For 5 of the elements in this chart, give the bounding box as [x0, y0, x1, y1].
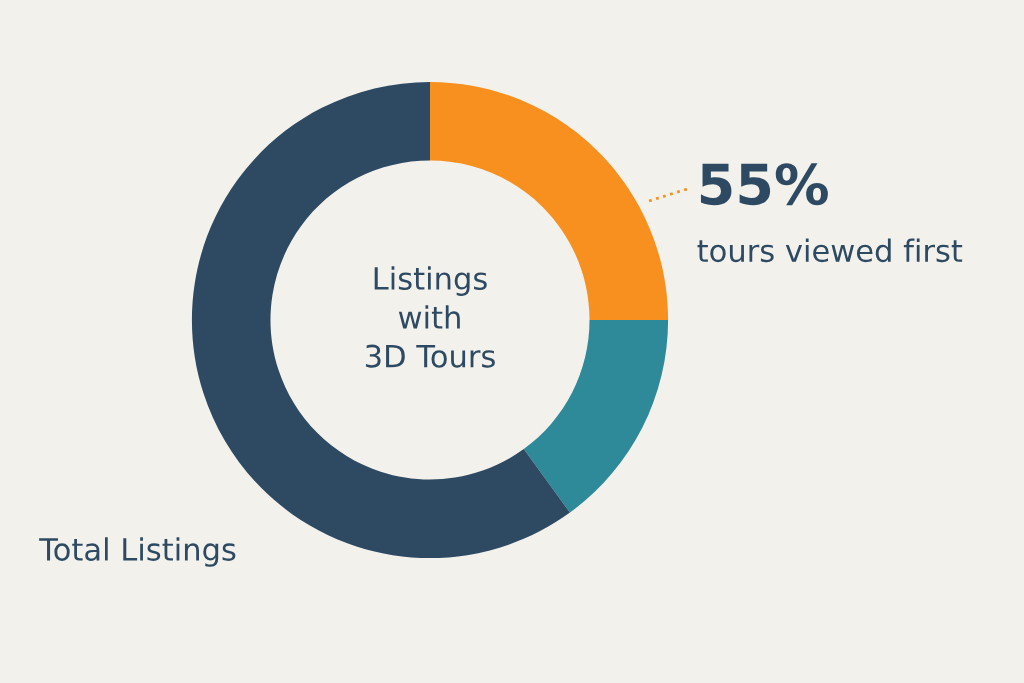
text: 55% [700, 163, 828, 206]
text: Listings with 3D Tours [365, 266, 495, 368]
slice-label: Total Listings [39, 537, 236, 567]
text: tours viewed first [697, 238, 963, 263]
donut-slice [523, 320, 669, 513]
